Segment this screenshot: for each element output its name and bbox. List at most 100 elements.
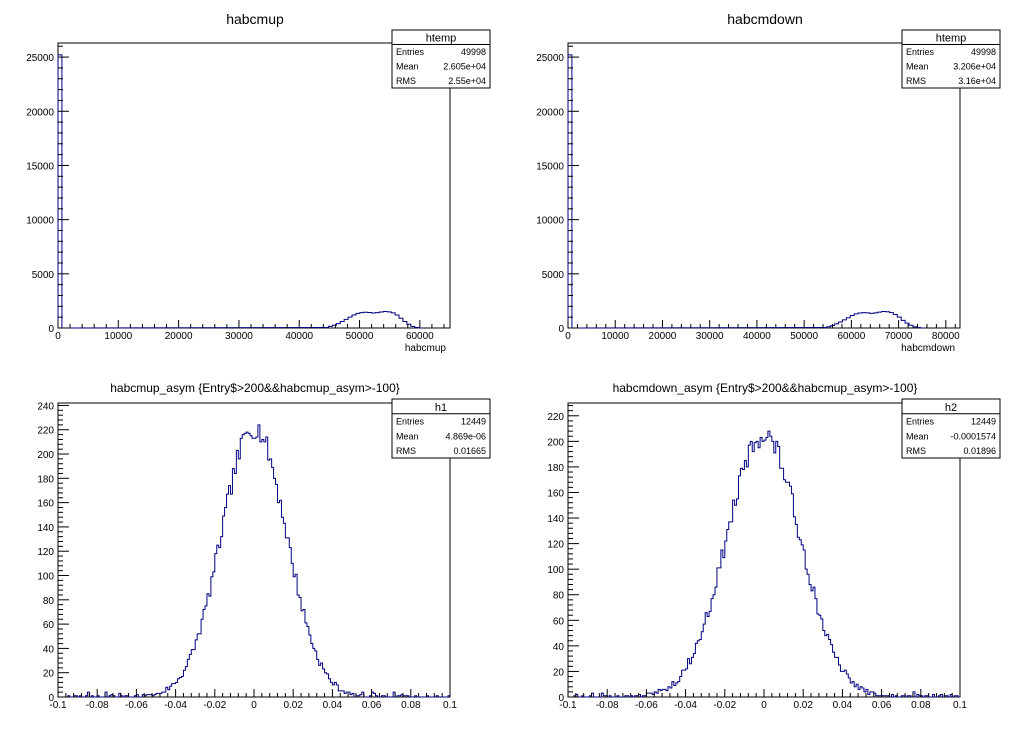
x-tick-label: 0.02 xyxy=(793,700,813,711)
x-tick-label: -0.08 xyxy=(86,700,109,711)
stats-value: 4.869e-06 xyxy=(445,431,486,441)
panel-habcmdown-asym: habcmdown_asym {Entry$>200&&habcmup_asym… xyxy=(547,381,1001,711)
stats-value: 2.55e+04 xyxy=(448,76,486,86)
y-tick-label: 5000 xyxy=(542,270,565,281)
x-tick-label: 0.08 xyxy=(911,700,931,711)
stats-key: RMS xyxy=(396,446,416,456)
stats-key: Mean xyxy=(906,431,929,441)
plot-frame xyxy=(57,42,451,329)
stats-key: RMS xyxy=(396,76,416,86)
stats-key: RMS xyxy=(906,446,926,456)
x-tick-label: 70000 xyxy=(885,331,913,342)
y-tick-label: 60 xyxy=(43,620,55,631)
plot-frame xyxy=(57,402,451,698)
x-axis: 0 10000 20000 30000 40000 50000 60000 70000 8000… xyxy=(565,320,960,342)
y-tick-label: 20 xyxy=(553,667,565,678)
stats-box: h1 Entries 12449 Mean 4.869e-06 RMS 0.01665 xyxy=(391,398,491,459)
x-axis-label: habcmdown xyxy=(901,343,955,354)
histogram-line xyxy=(568,430,960,698)
x-axis: -0.1 -0.08 -0.06 -0.04 -0.02 0 0.02 0.04 0.06 0.0… xyxy=(49,689,457,711)
stats-key: Entries xyxy=(906,417,935,427)
stats-frame xyxy=(391,29,491,89)
stats-key: RMS xyxy=(906,76,926,86)
y-tick-label: 25000 xyxy=(26,53,54,64)
chart-title: habcmdown_asym {Entry$>200&&habcmup_asym… xyxy=(613,381,918,395)
x-tick-label: 0 xyxy=(761,700,767,711)
y-tick-label: 0 xyxy=(48,693,54,704)
x-tick-label: -0.02 xyxy=(713,700,736,711)
y-tick-label: 120 xyxy=(547,540,564,551)
stats-value: 0.01665 xyxy=(453,446,486,456)
y-tick-label: 200 xyxy=(547,437,564,448)
x-tick-label: 50000 xyxy=(346,331,374,342)
x-tick-label: 0.04 xyxy=(833,700,853,711)
panel-habcmup-asym: habcmup_asym {Entry$>200&&habcmup_asym>-… xyxy=(37,381,491,711)
y-tick-label: 10000 xyxy=(536,216,564,227)
stats-value: 49998 xyxy=(971,47,996,57)
chart-title: habcmdown xyxy=(727,11,803,27)
histogram-line xyxy=(567,54,925,329)
y-tick-label: 60 xyxy=(553,616,565,627)
histogram-bars xyxy=(57,54,423,329)
panel-habcmup: habcmup 0 10000 20000 30000 40000 50000 60000 … xyxy=(26,11,491,354)
y-tick-label: 0 xyxy=(558,324,564,335)
x-tick-label: -0.08 xyxy=(596,700,619,711)
x-tick-label: 40000 xyxy=(285,331,313,342)
histogram-line xyxy=(58,424,451,698)
x-tick-label: 60000 xyxy=(837,331,865,342)
y-tick-label: 240 xyxy=(37,401,54,412)
x-tick-label: -0.04 xyxy=(674,700,697,711)
y-axis: 0 20 40 60 80 100 120 140 160 180 200 220 xyxy=(547,405,579,704)
x-tick-label: 50000 xyxy=(790,331,818,342)
x-tick-label: 0.04 xyxy=(323,700,343,711)
x-tick-label: 0 xyxy=(565,331,571,342)
x-tick-label: 0.1 xyxy=(953,700,967,711)
x-tick-label: 20000 xyxy=(649,331,677,342)
histogram-bars xyxy=(567,54,925,329)
y-tick-label: 15000 xyxy=(26,161,54,172)
x-tick-label: 20000 xyxy=(165,331,193,342)
y-tick-label: 25000 xyxy=(536,53,564,64)
x-tick-label: 0.08 xyxy=(401,700,421,711)
x-axis-label: habcmup xyxy=(405,343,447,354)
x-tick-label: 60000 xyxy=(406,331,434,342)
y-axis: 0 5000 10000 15000 20000 25000 xyxy=(536,45,579,335)
y-tick-label: 80 xyxy=(43,596,55,607)
y-tick-label: 100 xyxy=(37,572,54,583)
stats-frame xyxy=(901,398,1001,459)
y-tick-label: 160 xyxy=(547,488,564,499)
y-tick-label: 40 xyxy=(43,644,55,655)
y-tick-label: 20000 xyxy=(536,107,564,118)
plot-frame xyxy=(567,42,961,329)
x-tick-label: 80000 xyxy=(932,331,960,342)
chart-title: habcmup_asym {Entry$>200&&habcmup_asym>-… xyxy=(110,381,400,395)
plot-frame xyxy=(567,402,961,698)
histogram-bars xyxy=(58,424,451,698)
x-tick-label: -0.02 xyxy=(203,700,226,711)
stats-value: -0.0001574 xyxy=(950,431,996,441)
x-tick-label: -0.1 xyxy=(49,700,67,711)
histogram-bars xyxy=(568,430,960,698)
y-tick-label: 10000 xyxy=(26,216,54,227)
stats-name: htemp xyxy=(936,33,967,45)
x-tick-label: 0 xyxy=(251,700,257,711)
y-tick-label: 220 xyxy=(37,426,54,437)
y-tick-label: 0 xyxy=(48,324,54,335)
stats-name: htemp xyxy=(426,33,457,45)
x-tick-label: -0.1 xyxy=(559,700,577,711)
stats-box: h2 Entries 12449 Mean -0.0001574 RMS 0.01896 xyxy=(901,398,1001,459)
x-tick-label: -0.06 xyxy=(125,700,148,711)
stats-key: Entries xyxy=(396,417,425,427)
y-tick-label: 160 xyxy=(37,499,54,510)
chart-title: habcmup xyxy=(226,11,284,27)
x-tick-label: 0 xyxy=(55,331,61,342)
stats-value: 0.01896 xyxy=(963,446,996,456)
x-tick-label: 0.06 xyxy=(872,700,892,711)
x-tick-label: -0.04 xyxy=(164,700,187,711)
stats-value: 2.605e+04 xyxy=(443,62,486,72)
stats-value: 12449 xyxy=(971,417,996,427)
x-tick-label: 30000 xyxy=(696,331,724,342)
y-tick-label: 15000 xyxy=(536,161,564,172)
y-tick-label: 140 xyxy=(547,514,564,525)
